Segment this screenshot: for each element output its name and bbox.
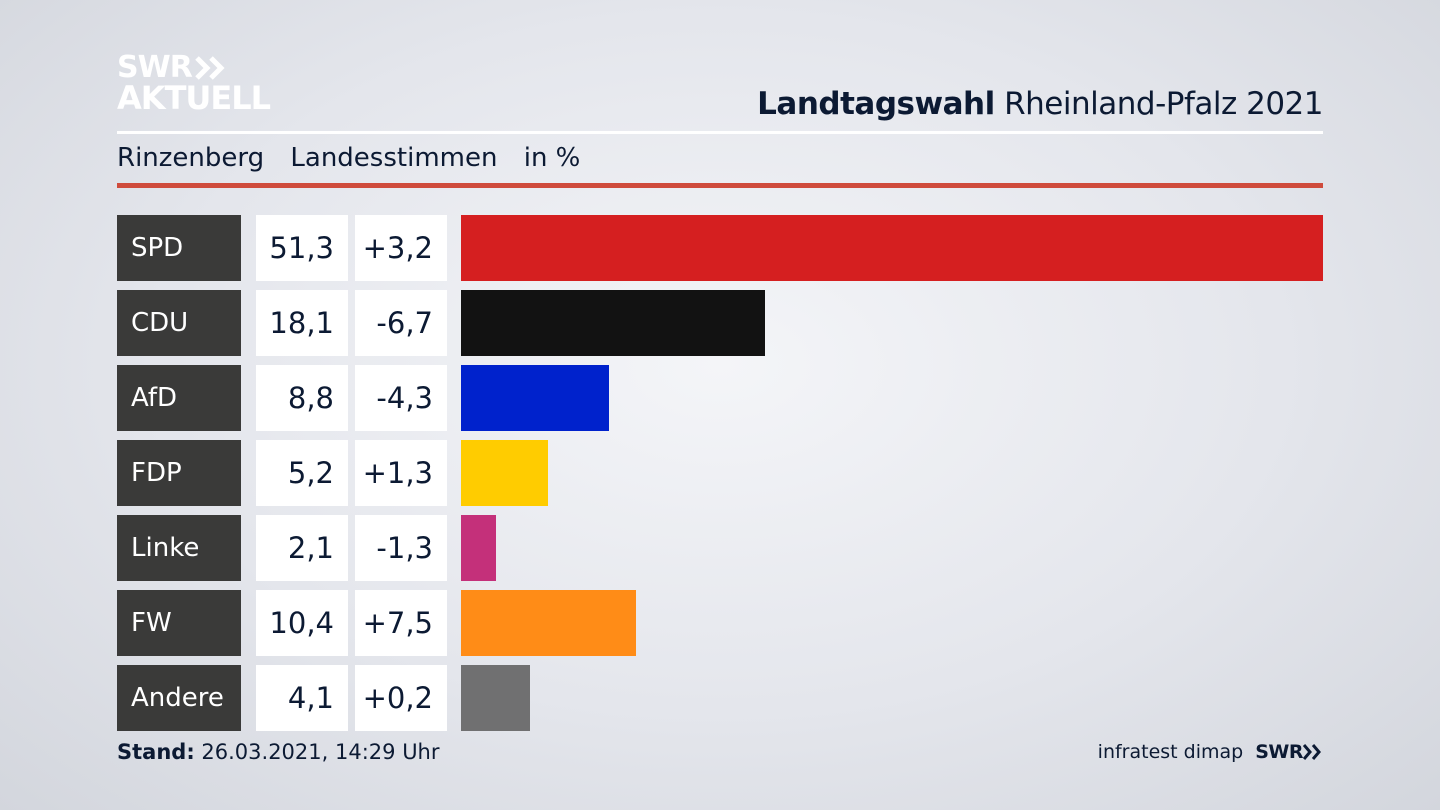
party-label: AfD [117,365,241,431]
party-label: FW [117,590,241,656]
chart-row: FW 10,4 +7,5 [117,590,1323,656]
vote-share-value: 18,1 [256,290,348,356]
subtitle-measure: Landesstimmen [290,143,498,173]
chart-subtitle: Rinzenberg Landesstimmen in % [117,143,598,173]
chart-row: SPD 51,3 +3,2 [117,215,1323,281]
party-label: CDU [117,290,241,356]
bar-andere [461,665,530,731]
vote-change-value: +7,5 [355,590,447,656]
vote-share-value: 2,1 [256,515,348,581]
vote-share-value: 4,1 [256,665,348,731]
vote-share-value: 5,2 [256,440,348,506]
source-credit: infratest dimap SWR [1098,741,1323,763]
vote-share-value: 51,3 [256,215,348,281]
page-title: Landtagswahl Rheinland-Pfalz 2021 [757,86,1323,122]
party-label: SPD [117,215,241,281]
vote-share-value: 10,4 [256,590,348,656]
subtitle-place: Rinzenberg [117,143,265,173]
double-chevron-icon [195,55,225,80]
header-divider [117,131,1323,134]
title-rest: Rheinland-Pfalz 2021 [1004,86,1323,122]
vote-share-value: 8,8 [256,365,348,431]
stand-label: Stand: [117,740,195,764]
accent-divider [117,183,1323,188]
bar-spd [461,215,1323,281]
logo-aktuell-text: AKTUELL [117,79,271,117]
vote-change-value: -4,3 [355,365,447,431]
logo-swr-text: SWR [117,50,193,85]
party-label: FDP [117,440,241,506]
chart-row: Andere 4,1 +0,2 [117,665,1323,731]
chart-row: Linke 2,1 -1,3 [117,515,1323,581]
source-text: infratest dimap [1097,741,1244,763]
party-label: Linke [117,515,241,581]
bar-fdp [461,440,548,506]
vote-change-value: +3,2 [355,215,447,281]
double-chevron-icon [1303,744,1321,760]
footer-swr-text: SWR [1255,741,1303,763]
timestamp: Stand: 26.03.2021, 14:29 Uhr [117,740,440,764]
bar-cdu [461,290,765,356]
chart-row: AfD 8,8 -4,3 [117,365,1323,431]
subtitle-unit: in % [523,143,581,173]
vote-change-value: +0,2 [355,665,447,731]
chart-row: CDU 18,1 -6,7 [117,290,1323,356]
bar-fw [461,590,636,656]
vote-change-value: -6,7 [355,290,447,356]
vote-change-value: -1,3 [355,515,447,581]
bar-linke [461,515,496,581]
title-bold: Landtagswahl [757,86,995,122]
bar-afd [461,365,609,431]
stand-value: 26.03.2021, 14:29 Uhr [201,740,440,764]
chart-row: FDP 5,2 +1,3 [117,440,1323,506]
party-label: Andere [117,665,241,731]
footer-swr-logo: SWR [1255,741,1323,763]
swr-aktuell-logo: SWR AKTUELL [117,50,271,117]
vote-change-value: +1,3 [355,440,447,506]
